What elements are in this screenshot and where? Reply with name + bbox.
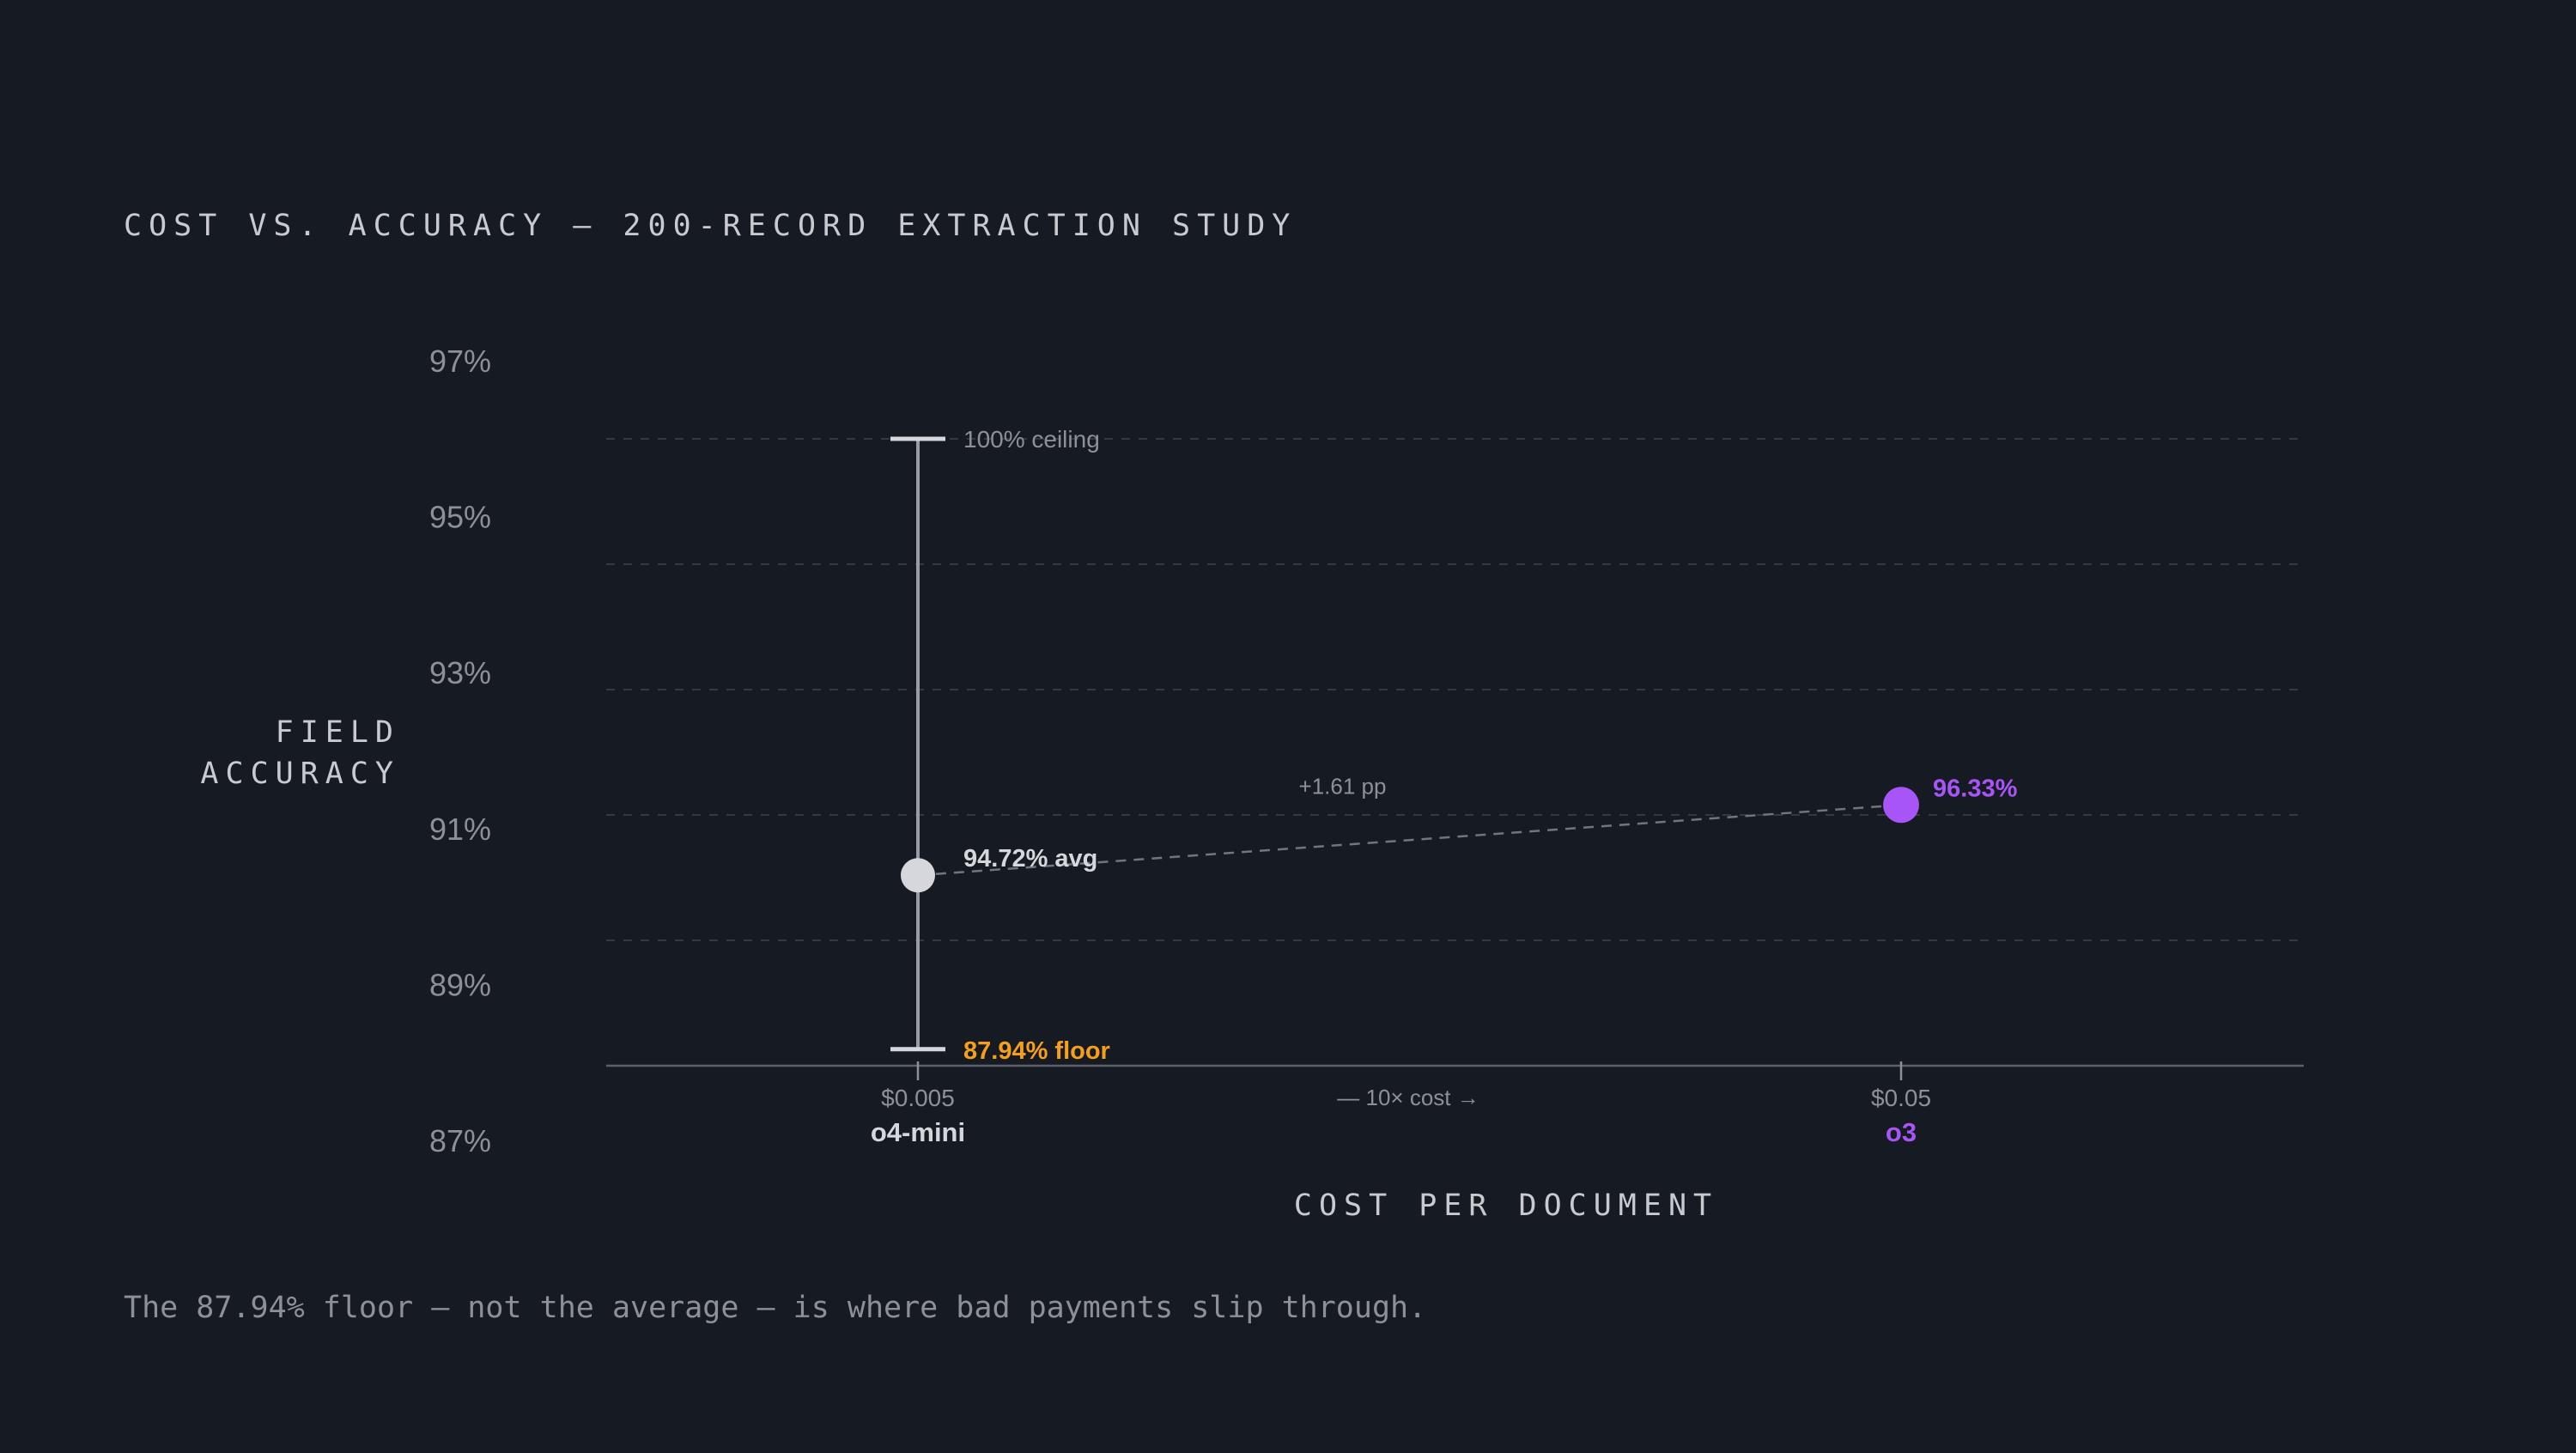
y-axis-label-line-1: FIELD	[276, 715, 400, 750]
o3-point	[1883, 787, 1919, 824]
chart-caption: The 87.94% floor — not the average — is …	[124, 1291, 1426, 1325]
y-tick-label: 97%	[429, 343, 491, 379]
y-axis-label-line-2: ACCURACY	[200, 757, 400, 791]
o4-mini-point	[901, 858, 935, 893]
x-axis-label: COST PER DOCUMENT	[1294, 1189, 1718, 1223]
o4-mini-cost-label: $0.005	[881, 1085, 955, 1111]
o4-mini-ceiling-label: 100% ceiling	[963, 426, 1100, 453]
y-tick-label: 87%	[429, 1123, 491, 1158]
delta-label: +1.61 pp	[1299, 773, 1387, 799]
o3-model-label: o3	[1886, 1117, 1917, 1147]
y-tick-label: 95%	[429, 500, 491, 535]
o3-point-label: 96.33%	[1933, 775, 2018, 802]
delta-connector	[917, 804, 1902, 877]
chart-marks: 100% ceiling 94.72% avg 87.94% floor 96.33%…	[871, 426, 2018, 1147]
y-tick-label: 91%	[429, 812, 491, 847]
y-tick-label: 93%	[429, 655, 491, 690]
o4-mini-model-label: o4-mini	[871, 1117, 965, 1147]
y-axis-label: FIELD ACCURACY	[200, 715, 400, 791]
y-axis-ticks: 97% 95% 93% 91% 89% 87%	[429, 343, 491, 1158]
o4-mini-avg-label: 94.72% avg	[963, 845, 1097, 872]
grid-lines	[606, 438, 2304, 941]
o3-cost-label: $0.05	[1871, 1085, 1931, 1111]
cost-ratio-label: — 10× cost →	[1337, 1085, 1479, 1110]
y-tick-label: 89%	[429, 967, 491, 1002]
chart-title: COST VS. ACCURACY — 200-RECORD EXTRACTIO…	[124, 209, 1297, 243]
o4-mini-floor-label: 87.94% floor	[963, 1037, 1110, 1065]
